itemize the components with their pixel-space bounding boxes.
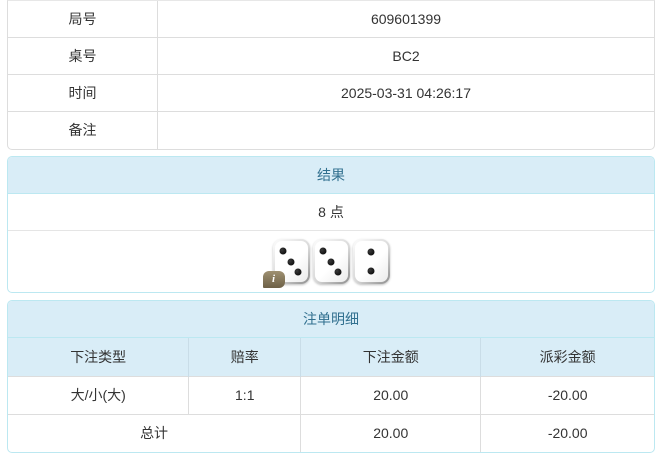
die-pip — [367, 248, 375, 256]
table-number-label: 桌号 — [8, 38, 158, 74]
round-number-value: 609601399 — [370, 11, 442, 27]
info-row-table: 桌号 BC2 — [8, 38, 654, 75]
col-header-bet-type: 下注类型 — [8, 338, 190, 376]
time-value: 2025-03-31 04:26:17 — [341, 85, 471, 101]
info-row-remark: 备注 — [8, 112, 654, 149]
total-row: 总计 20.00 -20.00 — [8, 413, 654, 452]
time-label: 时间 — [8, 75, 158, 111]
col-header-odds: 赔率 — [188, 338, 302, 376]
remark-label: 备注 — [8, 112, 158, 149]
bets-panel: 注单明细 下注类型 赔率 下注金额 派彩金额 大/小(大) 1:1 20.00 … — [7, 300, 655, 453]
die-pip — [334, 268, 342, 276]
result-points: 8 点 — [8, 194, 654, 231]
bets-panel-title: 注单明细 — [8, 301, 654, 338]
result-panel: 结果 8 点 i — [7, 156, 655, 293]
die-pip — [319, 247, 327, 255]
die-pip — [287, 258, 295, 265]
result-panel-title: 结果 — [8, 157, 654, 194]
bet-type-cell: 大/小(大) — [8, 375, 190, 414]
col-header-bet-amount: 下注金额 — [300, 338, 482, 376]
die-pip — [327, 258, 335, 265]
die-pip — [367, 267, 375, 275]
table-number-value: BC2 — [392, 48, 420, 64]
bets-header-row: 下注类型 赔率 下注金额 派彩金额 — [8, 338, 654, 376]
total-bet-cell: 20.00 — [300, 413, 482, 452]
bet-payout-cell: -20.00 — [480, 375, 654, 414]
bet-row: 大/小(大) 1:1 20.00 -20.00 — [8, 375, 654, 414]
die-pip — [279, 247, 287, 255]
remark-value — [158, 112, 654, 149]
dice-row: i — [8, 231, 654, 292]
die-face — [354, 241, 388, 282]
die-2 — [312, 239, 350, 284]
die-face — [314, 241, 348, 282]
die-pip — [294, 268, 302, 276]
die-3 — [352, 239, 390, 284]
round-number-label: 局号 — [8, 1, 158, 37]
total-payout-cell: -20.00 — [480, 413, 654, 452]
total-label-cell: 总计 — [8, 413, 302, 452]
info-row-time: 时间 2025-03-31 04:26:17 — [8, 75, 654, 112]
bet-odds-cell: 1:1 — [188, 375, 302, 414]
bets-table: 下注类型 赔率 下注金额 派彩金额 大/小(大) 1:1 20.00 -20.0… — [8, 338, 654, 452]
col-header-payout-amount: 派彩金额 — [480, 338, 654, 376]
die-1: i — [262, 239, 310, 288]
game-info-table: 局号 609601399 桌号 BC2 时间 2025-03-31 04:26:… — [7, 0, 655, 150]
bet-amount-cell: 20.00 — [300, 375, 482, 414]
info-icon[interactable]: i — [262, 271, 285, 288]
info-row-round: 局号 609601399 — [8, 1, 654, 38]
